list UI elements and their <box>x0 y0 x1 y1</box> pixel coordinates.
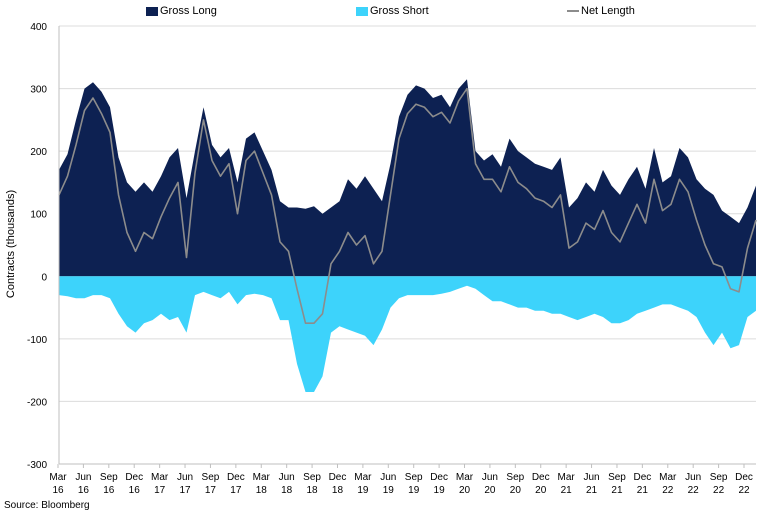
y-tick-labels: -300 -200 -100 0 100 200 300 400 <box>27 22 47 471</box>
y-tick-label: -100 <box>27 335 47 346</box>
x-tick-year: 17 <box>230 485 242 496</box>
x-tick-month: Mar <box>558 472 576 483</box>
x-tick-year: 18 <box>307 485 319 496</box>
x-tick-year: 19 <box>408 485 420 496</box>
x-tick-month: Jun <box>482 472 498 483</box>
series-areas <box>59 79 756 392</box>
x-tick-year: 21 <box>637 485 649 496</box>
x-tick-year: 18 <box>332 485 344 496</box>
series-area-gross-short <box>59 276 756 392</box>
x-tick-year: 22 <box>662 485 674 496</box>
y-tick-label: 200 <box>30 147 47 158</box>
y-axis-label: Contracts (thousands) <box>5 189 17 299</box>
x-tick-year: 20 <box>535 485 547 496</box>
x-tick-year: 19 <box>383 485 395 496</box>
x-tick-labels: Mar 16 Jun 16 Sep 16 Dec 16 Mar 17 Jun 17 Sep 17 Dec 17… <box>49 472 753 496</box>
x-tick-year: 16 <box>103 485 115 496</box>
x-tick-month: Sep <box>202 472 220 483</box>
x-tick-month: Sep <box>608 472 626 483</box>
x-tick-year: 20 <box>484 485 496 496</box>
x-tick-month: Jun <box>177 472 193 483</box>
x-tick-month: Jun <box>75 472 91 483</box>
x-tick-month: Dec <box>125 472 143 483</box>
series-line-net-length <box>58 87 757 324</box>
x-tick-month: Dec <box>735 472 753 483</box>
x-tick-year: 21 <box>586 485 598 496</box>
x-tick-month: Mar <box>456 472 474 483</box>
axes <box>57 26 756 468</box>
x-tick-year: 19 <box>434 485 446 496</box>
x-tick-month: Jun <box>380 472 396 483</box>
y-tick-label: 100 <box>30 210 47 221</box>
x-tick-month: Mar <box>151 472 169 483</box>
x-tick-year: 22 <box>688 485 700 496</box>
legend-label-net-length: Net Length <box>581 5 635 17</box>
x-tick-year: 22 <box>713 485 725 496</box>
x-tick-month: Jun <box>583 472 599 483</box>
legend-swatch-gross-short <box>356 6 368 16</box>
x-tick-month: Dec <box>633 472 651 483</box>
x-tick-month: Dec <box>227 472 245 483</box>
x-tick-year: 17 <box>154 485 166 496</box>
x-tick-year: 16 <box>78 485 90 496</box>
x-tick-year: 18 <box>281 485 293 496</box>
x-tick-year: 22 <box>738 485 750 496</box>
x-tick-month: Sep <box>405 472 423 483</box>
y-tick-label: -300 <box>27 460 47 471</box>
x-tick-year: 20 <box>459 485 471 496</box>
legend: Gross Long Gross Short Net Length <box>0 5 770 21</box>
legend-label-gross-short: Gross Short <box>370 5 429 17</box>
x-tick-month: Dec <box>430 472 448 483</box>
y-tick-label: 300 <box>30 85 47 96</box>
series-area-gross-long <box>59 79 756 277</box>
legend-item-net-length: Net Length <box>567 5 635 17</box>
x-tick-year: 16 <box>129 485 141 496</box>
y-tick-label: 0 <box>41 272 47 283</box>
x-tick-month: Sep <box>303 472 321 483</box>
x-tick-month: Mar <box>49 472 67 483</box>
x-tick-year: 20 <box>510 485 522 496</box>
legend-item-gross-short: Gross Short <box>356 5 429 17</box>
x-tick-year: 17 <box>205 485 217 496</box>
x-tick-month: Sep <box>506 472 524 483</box>
x-tick-month: Mar <box>659 472 677 483</box>
x-tick-year: 21 <box>611 485 623 496</box>
series-lines <box>58 87 757 324</box>
legend-swatch-gross-long <box>146 6 158 16</box>
x-tick-month: Mar <box>354 472 372 483</box>
x-tick-year: 16 <box>52 485 64 496</box>
x-tick-year: 17 <box>179 485 191 496</box>
x-tick-year: 21 <box>561 485 573 496</box>
legend-label-gross-long: Gross Long <box>160 5 217 17</box>
x-tick-year: 19 <box>357 485 369 496</box>
y-tick-label: 400 <box>30 22 47 33</box>
x-tick-month: Jun <box>685 472 701 483</box>
x-tick-year: 18 <box>256 485 268 496</box>
x-tick-month: Jun <box>279 472 295 483</box>
x-tick-month: Mar <box>253 472 271 483</box>
x-tick-month: Dec <box>532 472 550 483</box>
source-note: Source: Bloomberg <box>4 500 90 511</box>
x-tick-month: Sep <box>100 472 118 483</box>
x-tick-month: Dec <box>329 472 347 483</box>
x-tick-month: Sep <box>710 472 728 483</box>
legend-item-gross-long: Gross Long <box>146 5 217 17</box>
legend-swatch-net-length <box>567 10 579 12</box>
y-tick-label: -200 <box>27 397 47 408</box>
